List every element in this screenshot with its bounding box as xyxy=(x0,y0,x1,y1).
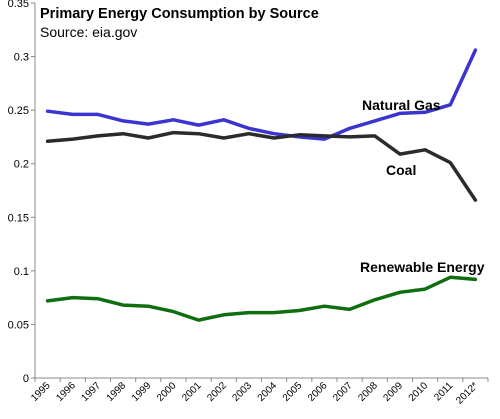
x-tick-label: 2008 xyxy=(356,380,380,404)
x-tick-label: 2005 xyxy=(281,380,305,404)
x-tick-label: 1998 xyxy=(105,380,129,404)
series-label-renewable-energy: Renewable Energy xyxy=(360,259,485,275)
x-tick-label: 2009 xyxy=(382,380,406,404)
x-tick-label: 2006 xyxy=(306,380,330,404)
y-tick-label: 0.35 xyxy=(8,0,29,10)
x-tick-label: 1999 xyxy=(130,380,154,404)
x-tick-label: 2003 xyxy=(231,380,255,404)
series-line-natural-gas xyxy=(45,48,478,141)
series-label-natural-gas: Natural Gas xyxy=(362,97,441,113)
y-tick-label: 0.05 xyxy=(8,319,29,331)
x-tick-label: 2001 xyxy=(180,380,204,404)
x-tick-label: 2010 xyxy=(407,380,431,404)
y-tick-label: 0.2 xyxy=(14,159,29,171)
chart-title: Primary Energy Consumption by Source xyxy=(40,6,319,22)
x-tick-label: 1995 xyxy=(29,380,53,404)
y-tick-label: 0.1 xyxy=(14,266,29,278)
series-label-coal: Coal xyxy=(386,162,416,178)
x-tick-label: 2012* xyxy=(454,380,480,406)
x-tick-label: 2002 xyxy=(205,380,229,404)
x-tick-label: 2011 xyxy=(432,380,455,403)
x-tick-label: 1996 xyxy=(54,380,78,404)
x-tick-label: 2007 xyxy=(331,380,355,404)
y-tick-label: 0.15 xyxy=(8,212,29,224)
y-tick-label: 0.3 xyxy=(14,52,29,64)
chart-subtitle: Source: eia.gov xyxy=(40,24,138,40)
x-tick-label: 2000 xyxy=(155,380,179,404)
series-line-renewable-energy xyxy=(45,275,478,322)
series-line-coal xyxy=(45,130,478,202)
y-tick-label: 0 xyxy=(23,373,29,385)
y-tick-label: 0.25 xyxy=(8,105,29,117)
x-tick-label: 2004 xyxy=(256,380,280,404)
x-tick-label: 1997 xyxy=(80,380,104,404)
